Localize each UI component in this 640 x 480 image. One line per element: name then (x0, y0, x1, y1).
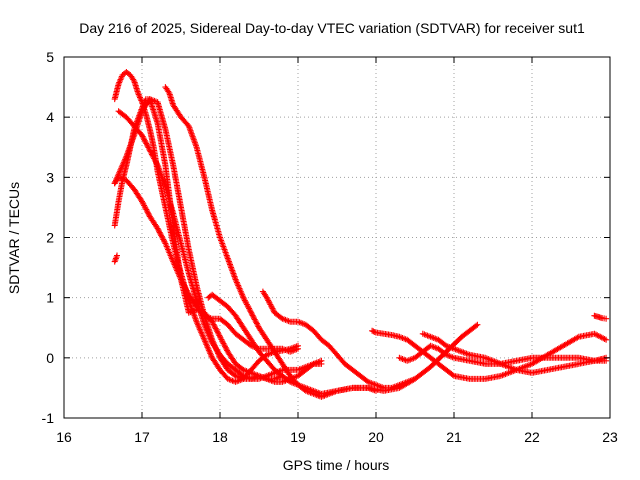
plus-markers (111, 174, 301, 355)
x-tick-label: 19 (290, 429, 306, 445)
chart-title: Day 216 of 2025, Sidereal Day-to-day VTE… (79, 20, 585, 36)
series-track-h (259, 288, 418, 391)
series-track-d (111, 174, 301, 355)
plus-markers (115, 108, 325, 382)
plus-markers (396, 342, 610, 367)
x-tick-label: 21 (446, 429, 462, 445)
y-tick-label: 1 (46, 290, 54, 306)
x-tick-label: 23 (602, 429, 618, 445)
y-tick-label: 4 (46, 109, 54, 125)
x-tick-label: 17 (134, 429, 150, 445)
y-tick-label: 3 (46, 169, 54, 185)
x-tick-label: 18 (212, 429, 228, 445)
y-axis-label: SDTVAR / TECUs (6, 182, 22, 294)
series-track-l (591, 312, 610, 322)
series-track-j (396, 342, 610, 367)
y-tick-label: 5 (46, 49, 54, 65)
series-track-k (419, 330, 610, 376)
plus-markers (111, 252, 120, 265)
x-axis-label: GPS time / hours (283, 457, 390, 473)
y-tick-label: 2 (46, 230, 54, 246)
plus-markers (259, 288, 418, 391)
x-tick-label: 22 (524, 429, 540, 445)
x-tick-label: 16 (56, 429, 72, 445)
plus-markers (205, 291, 379, 397)
plus-markers (111, 96, 286, 382)
x-tick-label: 20 (368, 429, 384, 445)
series-track-g (205, 291, 379, 397)
series-track-e (115, 108, 325, 382)
plus-markers (419, 330, 610, 376)
y-tick-label: 0 (46, 350, 54, 366)
plus-markers (591, 312, 610, 322)
series-track-c (111, 96, 286, 382)
data-points (111, 69, 610, 400)
y-tick-label: -1 (42, 410, 55, 426)
series-track-m (111, 252, 120, 265)
